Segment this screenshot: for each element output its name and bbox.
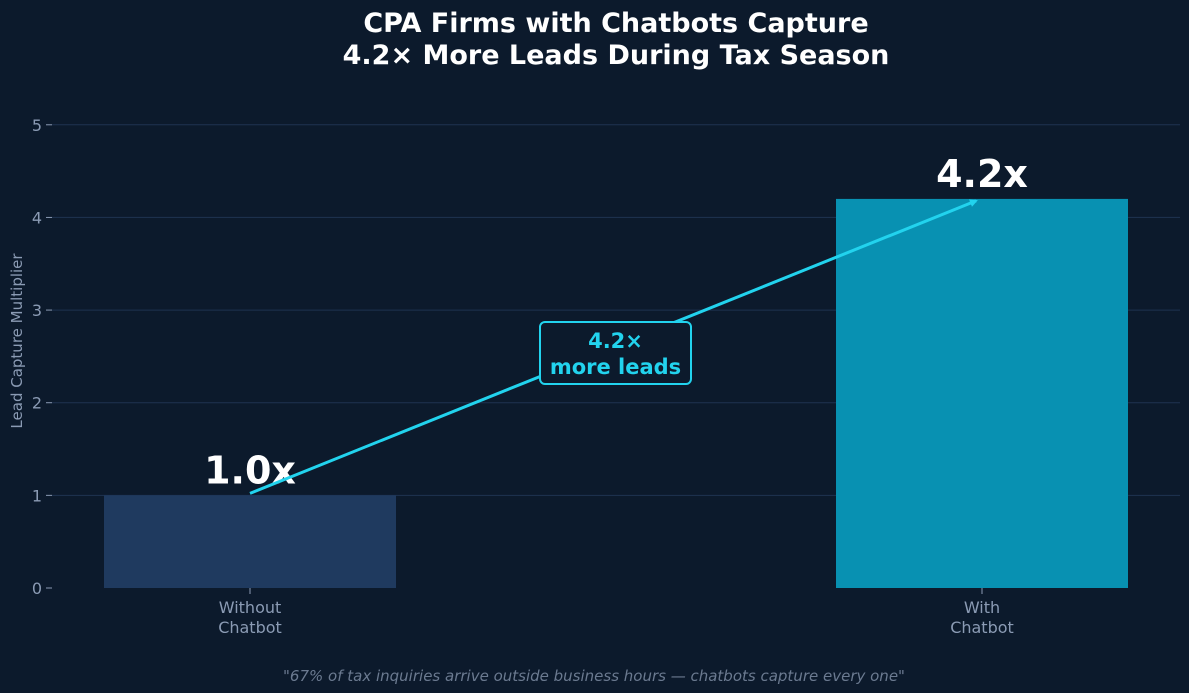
annotation-box <box>539 321 692 385</box>
y-tick-label-2: 2 <box>32 394 42 413</box>
y-axis-ticks: 0 1 2 3 4 5 <box>32 116 52 598</box>
bars: 1.0x 4.2x <box>104 152 1128 589</box>
bar-1 <box>836 198 1128 589</box>
bar-value-label-0: 1.0x <box>204 448 296 492</box>
bar-0 <box>104 495 396 588</box>
x-tick-label-1-1: Chatbot <box>950 618 1014 637</box>
y-tick-label-3: 3 <box>32 301 42 320</box>
chart-title-line-1: CPA Firms with Chatbots Capture <box>363 8 868 39</box>
x-tick-label-0-0: Without <box>219 598 282 617</box>
y-tick-label-1: 1 <box>32 486 42 505</box>
growth-annotation: 4.2×more leads <box>249 199 978 495</box>
bar-value-label-1: 4.2x <box>936 152 1028 196</box>
chart-title: CPA Firms with Chatbots Capture 4.2× Mor… <box>343 8 890 71</box>
footnote: "67% of tax inquiries arrive outside bus… <box>283 667 905 685</box>
y-tick-label-5: 5 <box>32 116 42 135</box>
y-tick-label-0: 0 <box>32 579 42 598</box>
annotation-text-1: more leads <box>550 355 681 379</box>
y-axis-label: Lead Capture Multiplier <box>8 253 26 429</box>
x-tick-label-0-1: Chatbot <box>218 618 282 637</box>
chart-title-line-2: 4.2× More Leads During Tax Season <box>343 40 890 71</box>
annotation-text-0: 4.2× <box>588 329 643 353</box>
x-tick-label-1-0: With <box>964 598 1000 617</box>
y-tick-label-4: 4 <box>32 208 42 227</box>
